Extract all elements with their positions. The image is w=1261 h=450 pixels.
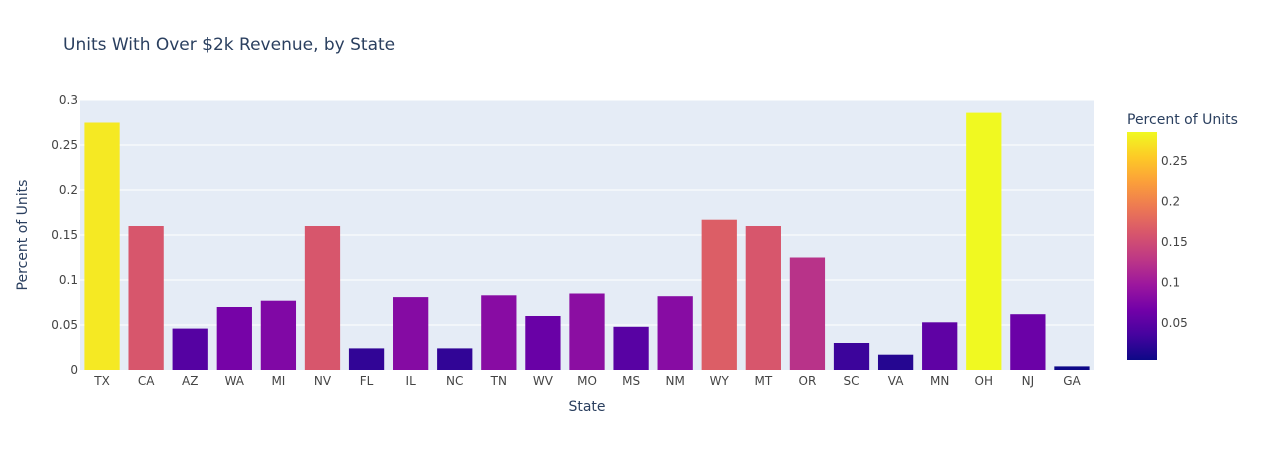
bar-va[interactable]	[877, 354, 914, 370]
x-tick-label: VA	[888, 374, 904, 388]
x-tick-label: MI	[271, 374, 285, 388]
x-tick-label: MT	[755, 374, 773, 388]
bar-nv[interactable]	[304, 226, 341, 370]
y-tick-label: 0.15	[51, 228, 78, 242]
x-tick-label: WY	[710, 374, 730, 388]
bar-tn[interactable]	[481, 295, 517, 370]
bar-mi[interactable]	[260, 300, 297, 370]
bar-wy[interactable]	[701, 219, 737, 370]
colorbar-tick-labels: 0.05 0.1 0.15 0.2 0.25	[1161, 154, 1188, 330]
y-tick-labels: 0 0.05 0.1 0.15 0.2 0.25 0.3	[51, 93, 78, 377]
bars	[84, 112, 1090, 371]
bar-nc[interactable]	[437, 348, 473, 370]
y-tick-label: 0.25	[51, 138, 78, 152]
x-tick-label: MS	[622, 374, 640, 388]
x-axis-label: State	[568, 399, 605, 415]
bar-mt[interactable]	[745, 226, 781, 370]
x-tick-label: NV	[314, 374, 332, 388]
y-tick-label: 0.05	[51, 318, 78, 332]
colorbar-tick-label: 0.1	[1161, 275, 1180, 289]
x-tick-label: SC	[844, 374, 860, 388]
colorbar-tick-label: 0.2	[1161, 195, 1180, 209]
bar-az[interactable]	[172, 328, 208, 370]
colorbar-tick-label: 0.25	[1161, 154, 1188, 168]
x-tick-label: MN	[930, 374, 949, 388]
y-tick-label: 0.2	[59, 183, 78, 197]
colorbar-tick-label: 0.05	[1161, 316, 1188, 330]
y-tick-label: 0.3	[59, 93, 78, 107]
y-tick-label: 0	[70, 363, 78, 377]
x-tick-label: WA	[225, 374, 245, 388]
bar-oh[interactable]	[966, 112, 1002, 370]
x-tick-label: NM	[666, 374, 685, 388]
chart-title: Units With Over $2k Revenue, by State	[63, 35, 395, 55]
x-tick-labels: TX CA AZ WA MI NV FL IL NC TN WV MO MS NM WY MT OR SC VA MN…	[93, 374, 1081, 388]
x-tick-label: NJ	[1022, 374, 1035, 388]
x-tick-label: OH	[975, 374, 993, 388]
bar-il[interactable]	[393, 297, 429, 370]
bar-tx[interactable]	[84, 122, 120, 371]
colorbar-tick-label: 0.15	[1161, 235, 1188, 249]
bar-ms[interactable]	[613, 326, 649, 370]
bar-sc[interactable]	[833, 343, 870, 370]
x-tick-label: AZ	[182, 374, 198, 388]
x-tick-label: FL	[360, 374, 374, 388]
bar-mn[interactable]	[922, 322, 958, 370]
bar-nm[interactable]	[657, 296, 693, 370]
y-tick-label: 0.1	[59, 273, 78, 287]
x-tick-label: IL	[406, 374, 417, 388]
y-axis-label: Percent of Units	[15, 180, 31, 291]
colorbar-title: Percent of Units	[1127, 112, 1238, 128]
bar-mo[interactable]	[569, 293, 605, 371]
x-tick-label: TX	[93, 374, 110, 388]
x-tick-label: OR	[799, 374, 817, 388]
x-tick-label: CA	[138, 374, 155, 388]
colorbar-gradient	[1127, 132, 1157, 360]
x-tick-label: NC	[446, 374, 463, 388]
bar-wa[interactable]	[216, 307, 252, 370]
bar-wv[interactable]	[525, 316, 561, 370]
x-tick-label: WV	[533, 374, 554, 388]
bar-ca[interactable]	[128, 226, 164, 370]
bar-nj[interactable]	[1010, 314, 1046, 370]
bar-fl[interactable]	[348, 348, 385, 370]
x-tick-label: MO	[577, 374, 597, 388]
colorbar: Percent of Units 0.05 0.1 0.15 0.2 0.25	[1127, 112, 1238, 360]
x-tick-label: TN	[490, 374, 507, 388]
x-tick-label: GA	[1063, 374, 1081, 388]
bar-or[interactable]	[789, 257, 826, 371]
bar-ga[interactable]	[1054, 366, 1090, 370]
